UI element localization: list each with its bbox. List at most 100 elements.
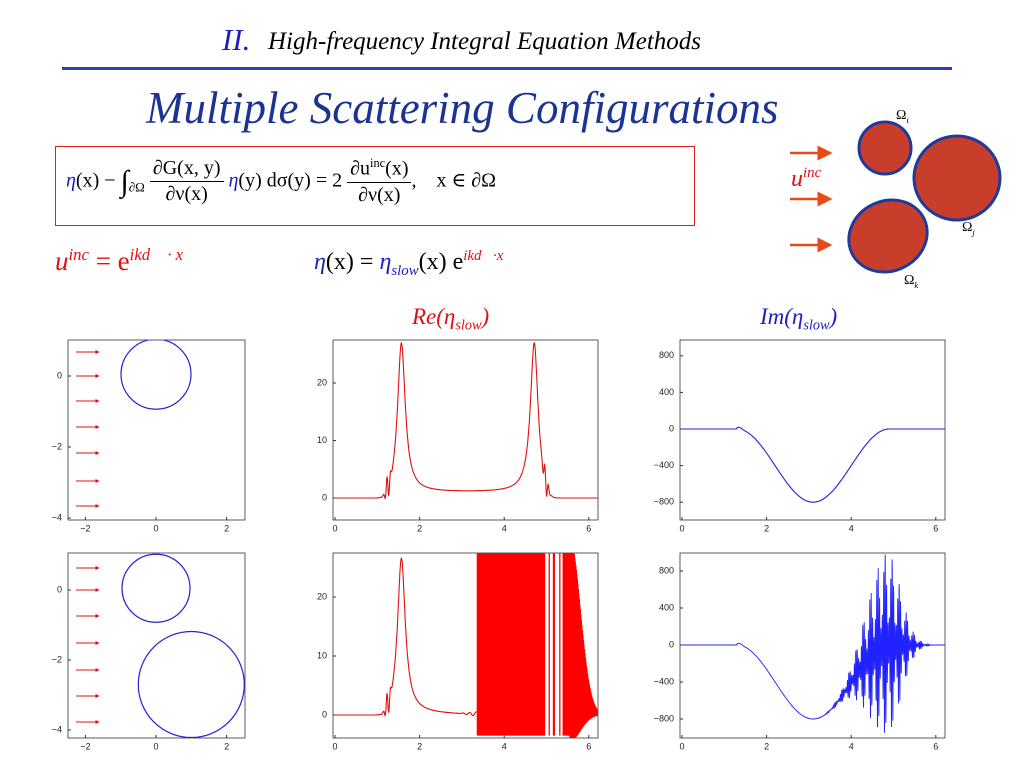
x-tick-label: 4 [502, 741, 507, 751]
plot-frame [332, 552, 599, 739]
sub: slow [455, 317, 482, 334]
sub: k [914, 279, 919, 290]
obstacle [137, 630, 245, 738]
sup: inc [370, 156, 386, 170]
omega: Ω [904, 273, 915, 288]
y-tick-label: 20 [317, 377, 327, 387]
y-tick-label: 400 [659, 602, 674, 612]
y-tick-label: −2 [52, 441, 62, 451]
y-tick-label: 800 [659, 565, 674, 575]
sup: inc [803, 165, 822, 181]
panel: 0 2 4 6 0 10 20 [317, 339, 599, 533]
y-tick-label: 800 [659, 350, 674, 360]
sub: slow [391, 262, 419, 279]
x-tick-label: 2 [224, 523, 229, 533]
y-tick-label: −2 [52, 654, 62, 664]
text: (y) dσ(y) = 2 [238, 169, 343, 192]
text: (x) e [418, 249, 464, 275]
x-tick-label: −2 [80, 523, 90, 533]
oscillation [569, 553, 598, 738]
x-tick-label: 2 [764, 523, 769, 533]
panel: −2 0 2 0 −2 −4 [52, 339, 246, 533]
diagram-wave-label: uinc [791, 165, 821, 193]
omega: Ω [962, 220, 973, 235]
eta-slow: η [379, 249, 392, 275]
panel: 0 2 4 6 0 10 20 [317, 552, 599, 751]
x-tick-label: 6 [586, 741, 591, 751]
curve [682, 426, 945, 503]
y-tick-label: 10 [317, 650, 327, 660]
y-tick-label: 0 [322, 492, 327, 502]
y-tick-label: −800 [654, 713, 674, 723]
panel: −2 0 2 0 −2 −4 [52, 552, 246, 751]
x-tick-label: 4 [502, 523, 507, 533]
plot-content [76, 553, 245, 738]
domain: ∂Ω [128, 179, 145, 195]
oscillation-band [552, 553, 555, 736]
y-tick-label: 0 [669, 423, 674, 433]
x-tick-label: 2 [417, 523, 422, 533]
x-tick-label: 0 [332, 523, 337, 533]
base: Re(η [412, 304, 456, 329]
eta: η [66, 169, 76, 192]
curve [682, 554, 945, 733]
y-tick-label: 10 [317, 435, 327, 445]
obstacle [121, 553, 191, 623]
exponent: ikd⃗ · x [129, 245, 184, 264]
plot-content [76, 340, 192, 508]
y-tick-label: 20 [317, 591, 327, 601]
end: ) [481, 304, 490, 329]
equation-box [55, 146, 695, 226]
panel: 0 2 4 6 800 400 0 −400 −800 [654, 339, 946, 533]
incident-wave: uinc = eikd⃗ · x [55, 245, 183, 277]
plot-frame [67, 339, 246, 521]
integral-sign: ∫ [120, 165, 129, 199]
x-tick-label: 0 [153, 741, 158, 751]
x-tick-label: 2 [764, 741, 769, 751]
y-tick-label: −800 [654, 497, 674, 507]
y-tick-label: −400 [654, 676, 674, 686]
curve [335, 341, 598, 500]
plot-frame [679, 339, 946, 521]
end: ) [829, 304, 838, 329]
x-tick-label: 0 [679, 741, 684, 751]
omega: Ω [896, 108, 907, 123]
slide-title: Multiple Scattering Configurations [146, 83, 779, 133]
plot-frame [332, 339, 599, 521]
x-tick-label: 0 [332, 741, 337, 751]
numerator-end: (x) [385, 157, 409, 180]
text: (x) = [325, 249, 380, 275]
exponent: ikd⃗·x [463, 248, 504, 264]
scatter-diagram [790, 120, 1002, 274]
panel: 0 2 4 6 800 400 0 −400 −800 [654, 552, 946, 751]
im-title: Im(ηslow) [760, 304, 837, 335]
x-tick-label: 6 [933, 523, 938, 533]
header-rule [62, 67, 952, 70]
oscillation-band [562, 553, 570, 736]
oscillation-band [559, 553, 561, 736]
eta: η [228, 169, 239, 192]
eta: η [314, 249, 326, 275]
oscillation-band [476, 553, 546, 736]
y-tick-label: −4 [52, 724, 62, 734]
y-tick-label: −4 [52, 512, 62, 522]
denominator: ∂ν(x) [165, 183, 208, 206]
plot-frame [67, 552, 246, 739]
y-tick-label: 0 [669, 639, 674, 649]
y-tick-label: −400 [654, 460, 674, 470]
curve [335, 557, 477, 717]
sub: slow [803, 317, 830, 334]
sup: inc [68, 245, 89, 264]
x-tick-label: −2 [80, 741, 90, 751]
oscillation-band [548, 553, 550, 736]
ansatz: η(x) = ηslow(x) eikd⃗·x [314, 248, 503, 280]
numerator: ∂G(x, y) [149, 156, 224, 183]
numerator: ∂u [350, 157, 371, 180]
x-tick-label: 0 [153, 523, 158, 533]
plot-content [682, 426, 945, 503]
section-number: II. [222, 22, 251, 57]
x-tick-label: 4 [849, 741, 854, 751]
x-tick-label: 6 [586, 523, 591, 533]
text: (x) − [75, 169, 121, 192]
u: u [791, 166, 803, 192]
